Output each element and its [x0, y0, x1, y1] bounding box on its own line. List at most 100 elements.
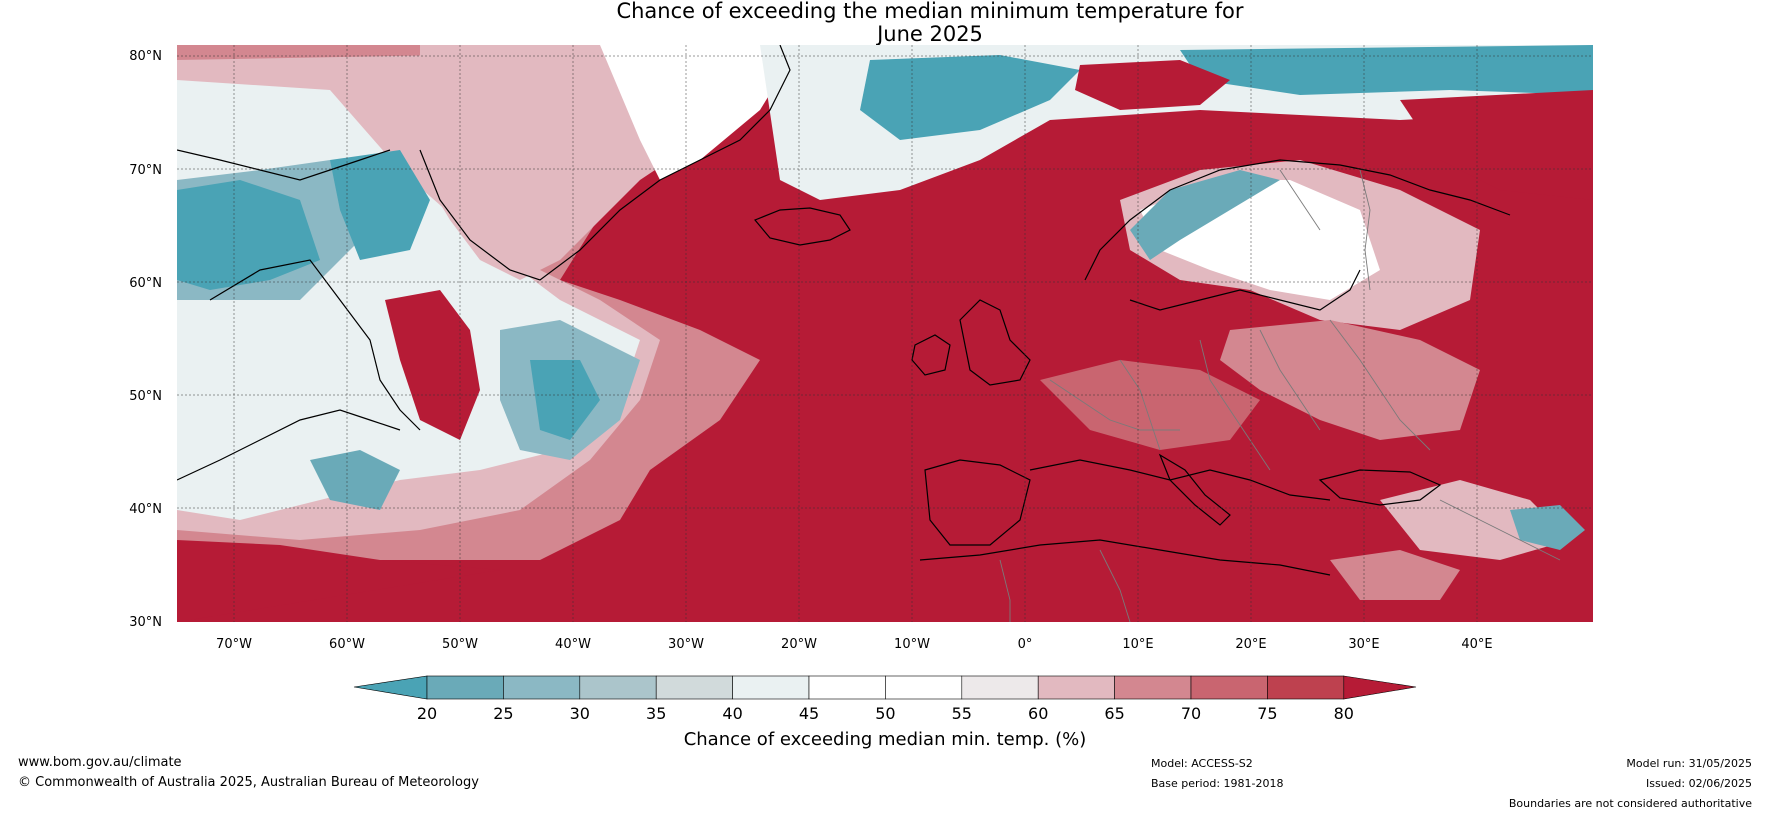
border-7: [1279, 169, 1321, 231]
colorbar-swatch-60-65: [1037, 675, 1115, 700]
title-line-2: June 2025: [877, 22, 983, 46]
border-5: [1329, 319, 1431, 451]
base-period-text: Base period: 1981-2018: [1151, 777, 1284, 790]
lat-label-30: 30°N: [129, 615, 162, 630]
border-6: [1359, 169, 1371, 291]
region-western-europe-pink: [1040, 360, 1260, 450]
lon-label-50w: 50°W: [442, 637, 478, 652]
colorbar-tick-60: 60: [1028, 704, 1048, 723]
country-borders: [999, 169, 1561, 622]
lat-label-50: 50°N: [129, 389, 162, 404]
border-4: [1259, 329, 1321, 431]
region-barents-red: [1400, 90, 1593, 200]
colorbar-tick-25: 25: [493, 704, 513, 723]
title-line-1: Chance of exceeding the median minimum t…: [616, 0, 1244, 23]
lon-label-60w: 60°W: [329, 637, 365, 652]
border-9: [999, 559, 1011, 622]
lon-label-40e: 40°E: [1461, 637, 1492, 652]
coast-iberia: [924, 459, 1031, 546]
region-arctic-blue: [860, 55, 1080, 140]
coast-north-africa: [919, 539, 1331, 576]
colorbar-tick-75: 75: [1257, 704, 1277, 723]
coast-eastern-canada: [177, 409, 401, 481]
copyright-text: © Commonwealth of Australia 2025, Austra…: [18, 775, 479, 790]
colorbar-swatch-65-70: [1114, 675, 1192, 700]
lon-label-30w: 30°W: [668, 637, 704, 652]
lon-label-0: 0°: [1018, 637, 1033, 652]
region-arctic-blue-east: [1180, 45, 1593, 95]
coast-blacksea: [1318, 469, 1442, 506]
region-caspian-blue: [1510, 505, 1585, 550]
colorbar-tick-50: 50: [875, 704, 895, 723]
colorbar: [353, 675, 1417, 700]
longitude-labels: 70°W 60°W 50°W 40°W 30°W 20°W 10°W 0° 10…: [216, 637, 1493, 652]
colorbar-tick-70: 70: [1181, 704, 1201, 723]
colorbar-tick-65: 65: [1104, 704, 1124, 723]
lon-label-70w: 70°W: [216, 637, 252, 652]
region-newfoundland-blue: [310, 450, 400, 510]
colorbar-ticks: 20 25 30 35 40 45 50 55 60 65 70 75 80: [417, 704, 1354, 723]
colorbar-below-arrow: [353, 675, 428, 700]
lat-label-40: 40°N: [129, 502, 162, 517]
coast-scandinavia: [1084, 159, 1511, 281]
model-run-text: Model run: 31/05/2025: [1626, 757, 1752, 770]
region-svalbard-red: [1075, 60, 1230, 110]
lon-label-20w: 20°W: [781, 637, 817, 652]
coast-iceland: [754, 207, 851, 246]
coast-greenland: [419, 45, 791, 281]
colorbar-swatch-25-30: [503, 675, 581, 700]
colorbar-tick-40: 40: [722, 704, 742, 723]
border-10: [1099, 549, 1131, 622]
lat-label-70: 70°N: [129, 163, 162, 178]
colorbar-swatch-20-25: [426, 675, 504, 700]
colorbar-swatch-70-75: [1190, 675, 1268, 700]
region-west-blue: [177, 180, 320, 290]
border-8: [1439, 499, 1561, 561]
colorbar-tick-35: 35: [646, 704, 666, 723]
colorbar-tick-45: 45: [799, 704, 819, 723]
coast-ireland: [911, 334, 951, 376]
lon-label-40w: 40°W: [555, 637, 591, 652]
region-greenland-white: [600, 45, 800, 180]
colorbar-swatch-45-50: [808, 675, 886, 700]
colorbar-swatch-75-80: [1267, 675, 1345, 700]
coast-canada-north: [177, 149, 391, 181]
map-panel: [177, 45, 1593, 622]
lon-label-10e: 10°E: [1122, 637, 1153, 652]
coast-italy: [1158, 453, 1231, 526]
lat-label-80: 80°N: [129, 49, 162, 64]
colorbar-tick-30: 30: [570, 704, 590, 723]
gridlines: [177, 45, 1593, 622]
colorbar-swatch-50-55: [885, 675, 963, 700]
colorbar-above-arrow: [1343, 675, 1417, 700]
model-text: Model: ACCESS-S2: [1151, 757, 1253, 770]
region-easteurope-pink: [1220, 320, 1480, 440]
region-red-band: [177, 540, 500, 622]
lon-label-30e: 30°E: [1348, 637, 1379, 652]
coast-mediterranean-north: [1029, 459, 1331, 501]
colorbar-title: Chance of exceeding median min. temp. (%…: [684, 729, 1087, 750]
region-turkey-pink: [1330, 550, 1460, 600]
colorbar-tick-80: 80: [1334, 704, 1354, 723]
lon-label-20e: 20°E: [1235, 637, 1266, 652]
colorbar-swatch-30-35: [579, 675, 657, 700]
colorbar-tick-55: 55: [952, 704, 972, 723]
border-3: [1199, 339, 1271, 471]
coast-labrador: [209, 259, 421, 431]
lat-label-60: 60°N: [129, 276, 162, 291]
region-labrador-red: [385, 290, 480, 440]
coast-baltic: [1129, 269, 1361, 311]
boundaries-disclaimer: Boundaries are not considered authoritat…: [1508, 797, 1752, 810]
lon-label-10w: 10°W: [894, 637, 930, 652]
map-title: Chance of exceeding the median minimum t…: [0, 0, 1770, 46]
region-midatlantic-blue-dark: [530, 360, 600, 440]
colorbar-swatch-55-60: [961, 675, 1039, 700]
colorbar-tick-20: 20: [417, 704, 437, 723]
colorbar-swatch-35-40: [655, 675, 733, 700]
border-2: [1119, 359, 1161, 451]
website-link[interactable]: www.bom.gov.au/climate: [18, 755, 182, 770]
colorbar-swatch-40-45: [732, 675, 810, 700]
latitude-labels: 80°N 70°N 60°N 50°N 40°N 30°N: [129, 49, 162, 630]
region-hudson-blue: [330, 150, 430, 260]
